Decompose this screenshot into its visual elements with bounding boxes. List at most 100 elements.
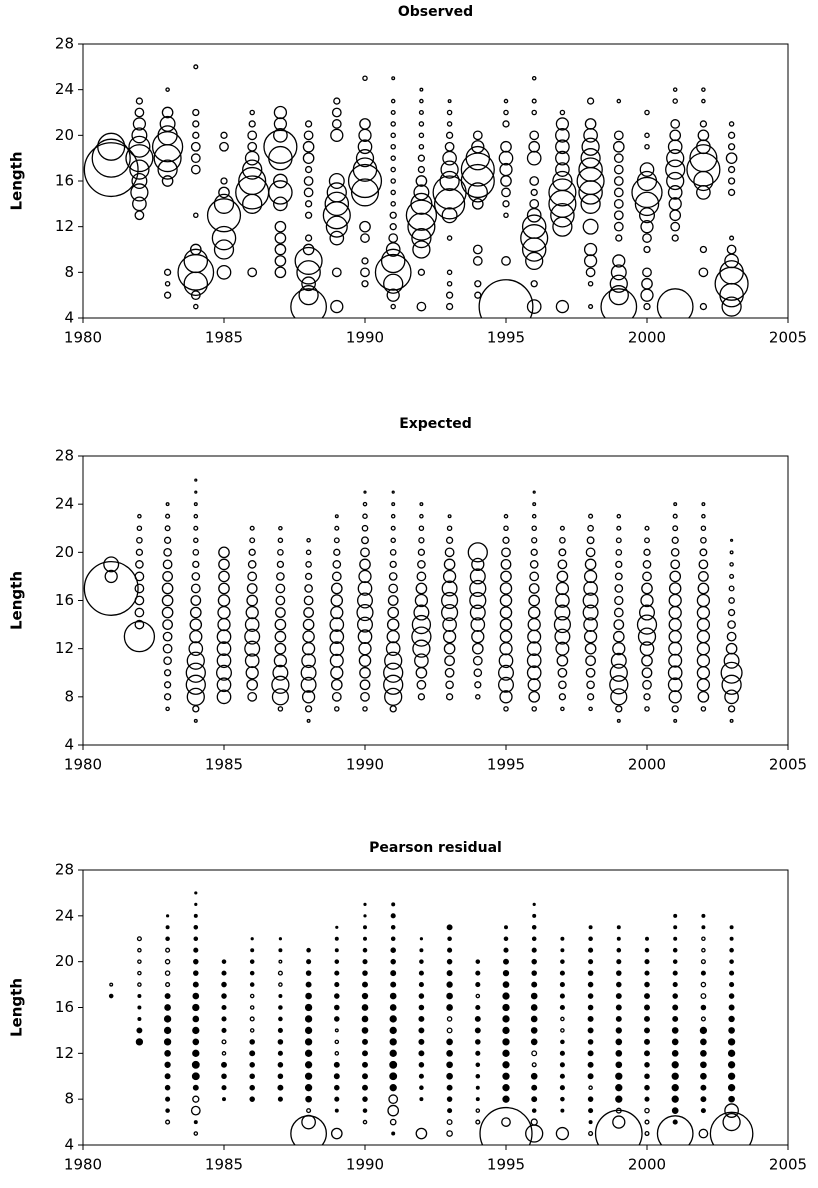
bubble (388, 572, 398, 581)
bubble (498, 653, 514, 669)
y-tick-label: 28 (55, 35, 74, 53)
bubble (185, 674, 206, 695)
bubble (334, 514, 339, 519)
bubble (221, 1061, 227, 1068)
bubble (581, 137, 600, 156)
bubble (418, 982, 424, 988)
bubble (216, 689, 232, 705)
bubble (303, 607, 314, 618)
bubble (418, 1027, 425, 1034)
x-tick-label: 1980 (64, 756, 102, 774)
bubble (193, 64, 199, 70)
bubble (469, 591, 487, 610)
bubble (644, 132, 650, 139)
bubble (163, 536, 172, 544)
bubble (278, 1005, 283, 1010)
bubble (446, 1027, 453, 1034)
bubble (221, 959, 227, 964)
bubble (412, 240, 431, 259)
bubble (667, 185, 683, 200)
bubble (165, 982, 171, 988)
bubble (278, 937, 282, 941)
bubble (585, 267, 596, 278)
bubble (244, 150, 260, 166)
panel: Expected Length 4 8 12 16 20 24 28 1980 1985 1990 19… (8, 416, 808, 774)
bubble (134, 595, 145, 606)
bubble (305, 1095, 312, 1103)
bubble (386, 629, 400, 644)
bubble (414, 653, 429, 669)
bubble (644, 1027, 650, 1034)
bubble (642, 571, 652, 582)
bubble (585, 667, 596, 678)
bubble (248, 120, 256, 128)
bubble (151, 131, 184, 163)
bubble (329, 629, 345, 644)
bubble (304, 705, 313, 713)
bubble (671, 1061, 679, 1069)
bubble (273, 654, 288, 668)
bubble (302, 618, 315, 631)
bubble (474, 1015, 481, 1022)
bubble (588, 304, 594, 310)
bubble (390, 189, 396, 196)
bubble (162, 643, 173, 654)
bubble (189, 606, 202, 619)
bubble (584, 118, 597, 130)
bubble (192, 1003, 200, 1012)
bubble (502, 981, 510, 988)
bubble (729, 982, 735, 988)
bubble (673, 502, 678, 507)
bubble (502, 1026, 510, 1035)
bubble (446, 992, 453, 1000)
x-tick-label: 1990 (346, 756, 384, 774)
bubble (109, 982, 114, 987)
bubble (644, 537, 650, 544)
bubble (362, 1108, 368, 1113)
bubble (725, 152, 738, 165)
bubble (475, 1050, 481, 1056)
bubble (165, 502, 170, 507)
bubble (445, 291, 454, 299)
x-tick-label: 2000 (628, 756, 666, 774)
bubble (387, 1104, 400, 1117)
bubble (361, 992, 369, 1000)
bubble (616, 98, 622, 104)
bubble (644, 1096, 650, 1102)
bubble (640, 593, 654, 608)
bubble (531, 1096, 538, 1103)
bubble (615, 537, 622, 544)
bubble (613, 164, 624, 175)
bubble (666, 149, 685, 168)
bubble (163, 291, 172, 299)
bubble (389, 560, 397, 569)
bubble (531, 970, 537, 976)
bubble (274, 255, 287, 267)
bubble (613, 187, 624, 198)
bubble (275, 583, 286, 594)
bubble (642, 233, 652, 243)
bubble (700, 1096, 707, 1103)
bubble (474, 1027, 481, 1034)
bubble (610, 264, 627, 281)
bubble (302, 243, 315, 256)
bubble (531, 1062, 537, 1068)
bubble (324, 191, 350, 217)
bubble (276, 560, 285, 569)
bubble (335, 925, 339, 929)
bubble (192, 981, 199, 988)
bubble (247, 560, 257, 569)
bubble (727, 131, 736, 139)
bubble (277, 537, 284, 544)
bubble (300, 664, 317, 681)
bubble (164, 1061, 171, 1068)
bubble (334, 1004, 340, 1011)
bubble (446, 1050, 453, 1057)
bubble (389, 549, 397, 556)
bubble (615, 1084, 623, 1092)
bubble (631, 176, 663, 209)
bubble (218, 186, 230, 199)
bubble (191, 572, 201, 581)
bubble (672, 993, 678, 999)
bubble (443, 642, 456, 655)
